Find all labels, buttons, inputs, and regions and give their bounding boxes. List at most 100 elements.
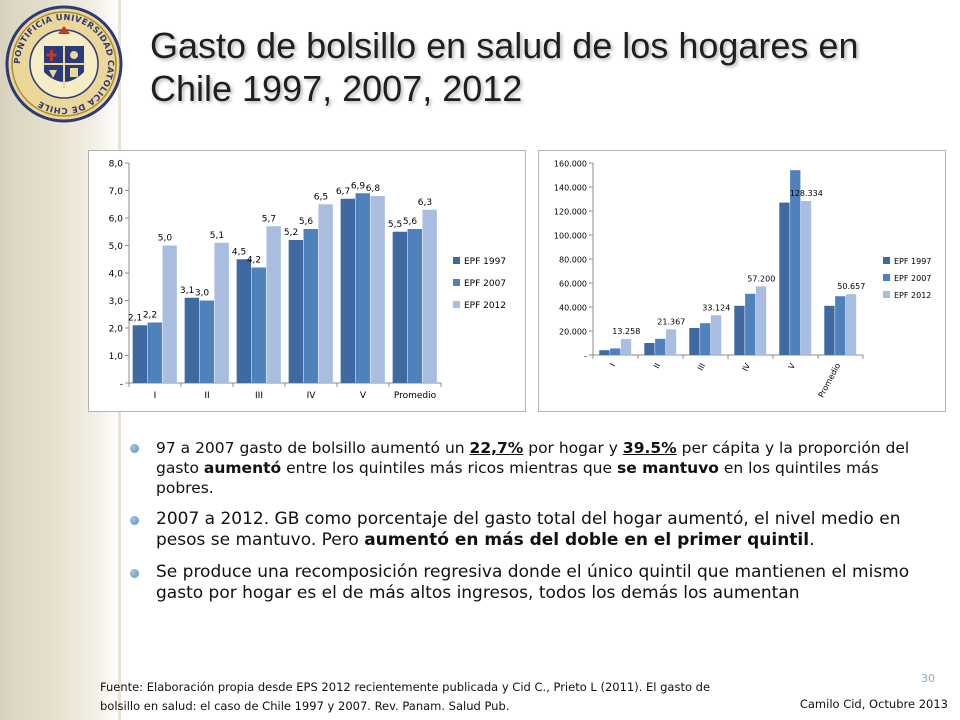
x-tick-label: Promedio: [817, 362, 843, 400]
bar: [644, 343, 655, 355]
x-tick-label: V: [787, 361, 798, 371]
bullet-item-3: Se produce una recomposición regresiva d…: [126, 562, 941, 604]
bar: [800, 200, 812, 355]
data-label: 3,1: [180, 286, 194, 296]
bar: [665, 329, 677, 355]
data-label: 6,5: [314, 192, 328, 202]
bar: [288, 240, 304, 383]
data-label: 2,1: [128, 313, 142, 323]
slide-title: Gasto de bolsillo en salud de los hogare…: [150, 25, 859, 109]
y-tick-label: 40.000: [559, 304, 587, 313]
bar: [214, 242, 229, 383]
bar: [266, 226, 281, 383]
data-label: 57.200: [747, 274, 775, 283]
bullet-2-text: .: [809, 530, 815, 550]
bar: [199, 300, 214, 383]
legend-swatch: [883, 257, 890, 264]
data-label: 3,0: [195, 289, 210, 299]
bar: [251, 267, 266, 383]
bar: [689, 328, 700, 355]
data-label: 4,2: [247, 256, 261, 266]
bar: [700, 323, 711, 355]
bar: [407, 229, 422, 383]
data-label: 5,7: [262, 214, 276, 224]
bullet-1-text: 97 a 2007 gasto de bolsillo aumentó un: [156, 439, 470, 457]
author-date: Camilo Cid, Octubre 2013: [799, 697, 948, 711]
y-tick-label: 100.000: [554, 232, 587, 241]
bullet-list: 97 a 2007 gasto de bolsillo aumentó un 2…: [126, 438, 941, 604]
bar: [779, 202, 790, 355]
source-citation: Fuente: Elaboración propia desde EPS 201…: [100, 680, 711, 713]
x-tick-label: III: [255, 391, 263, 401]
bullet-dot-icon: [130, 444, 139, 453]
bullet-dot-icon: [130, 516, 139, 525]
bullet-1-text: por hogar y: [523, 439, 623, 457]
y-tick-label: 2,0: [109, 325, 124, 335]
y-tick-label: 3,0: [109, 297, 124, 307]
legend-swatch: [453, 301, 460, 308]
bullet-1-text: per cápita y la proporción del gasto: [156, 439, 910, 477]
x-tick-label: IV: [307, 391, 317, 401]
bar: [236, 259, 252, 383]
bullet-dot-icon: [130, 569, 139, 578]
bar: [303, 229, 318, 383]
x-tick-label: II: [204, 391, 209, 401]
legend-swatch: [883, 291, 890, 298]
bar: [147, 322, 162, 383]
data-label: 5,6: [403, 217, 418, 227]
legend-label: EPF 2007: [894, 274, 931, 283]
bullet-1-highlight-household: 22,7%: [469, 439, 524, 457]
chart-percent: -1,02,03,04,05,06,07,08,02,1 2,25,0I3,1 3,…: [109, 160, 506, 402]
university-seal-logo: PONTIFICIA UNIVERSIDAD CATOLICA DE CHILE: [5, 5, 123, 123]
legend-label: EPF 2007: [464, 279, 506, 289]
data-label: 5,1: [210, 231, 224, 241]
y-tick-label: 8,0: [109, 160, 124, 170]
bar: [184, 297, 200, 383]
bar: [392, 231, 408, 383]
bullet-1-bold: aumentó: [203, 459, 282, 477]
bullet-2-bold: aumentó en más del doble en el primer qu…: [364, 530, 810, 550]
bar: [655, 338, 666, 355]
legend-swatch: [453, 279, 460, 286]
data-label: 21.367: [657, 317, 685, 326]
legend-label: EPF 1997: [894, 257, 931, 266]
bar: [370, 196, 385, 383]
legend-label: EPF 2012: [464, 301, 506, 311]
data-label: 6,7: [336, 187, 350, 197]
bar: [790, 170, 801, 355]
bar: [132, 325, 148, 383]
bar: [845, 294, 857, 355]
bar: [755, 286, 767, 355]
y-tick-label: 80.000: [559, 256, 587, 265]
data-label: 6,3: [418, 198, 432, 208]
y-tick-label: 1,0: [109, 352, 124, 362]
x-tick-label: I: [608, 362, 617, 368]
data-label: 4,5: [232, 247, 246, 257]
bar: [340, 198, 356, 383]
x-tick-label: Promedio: [394, 391, 437, 401]
legend-label: EPF 2012: [894, 291, 931, 300]
bar: [422, 209, 437, 383]
x-tick-label: I: [154, 391, 157, 401]
bar: [620, 339, 632, 355]
y-tick-label: 5,0: [109, 242, 124, 252]
bar: [710, 315, 722, 355]
chart-percent-box: -1,0 2,0 3,0 4,0 5,0 6,0 7,0 8,0 2,1 2,2 5,0 I 3,1 3,…: [88, 150, 526, 412]
data-label: 5,6: [299, 217, 314, 227]
y-tick-label: 120.000: [554, 208, 587, 217]
y-tick-label: 7,0: [109, 187, 124, 197]
data-label: 33.124: [702, 303, 730, 312]
y-tick-label: 4,0: [109, 270, 124, 280]
x-tick-label: IV: [741, 361, 753, 373]
bar: [318, 204, 333, 383]
y-tick-label: 60.000: [559, 280, 587, 289]
legend-swatch: [883, 274, 890, 281]
bar: [355, 193, 370, 383]
data-label: 5,0: [158, 234, 173, 244]
data-label: 5,5: [388, 220, 402, 230]
data-label: 13.258: [612, 327, 640, 336]
x-tick-label: V: [360, 391, 367, 401]
data-label: 5,2: [284, 228, 298, 238]
y-tick-label: 6,0: [109, 215, 124, 225]
bullet-1-highlight-percapita: 39.5%: [622, 439, 677, 457]
